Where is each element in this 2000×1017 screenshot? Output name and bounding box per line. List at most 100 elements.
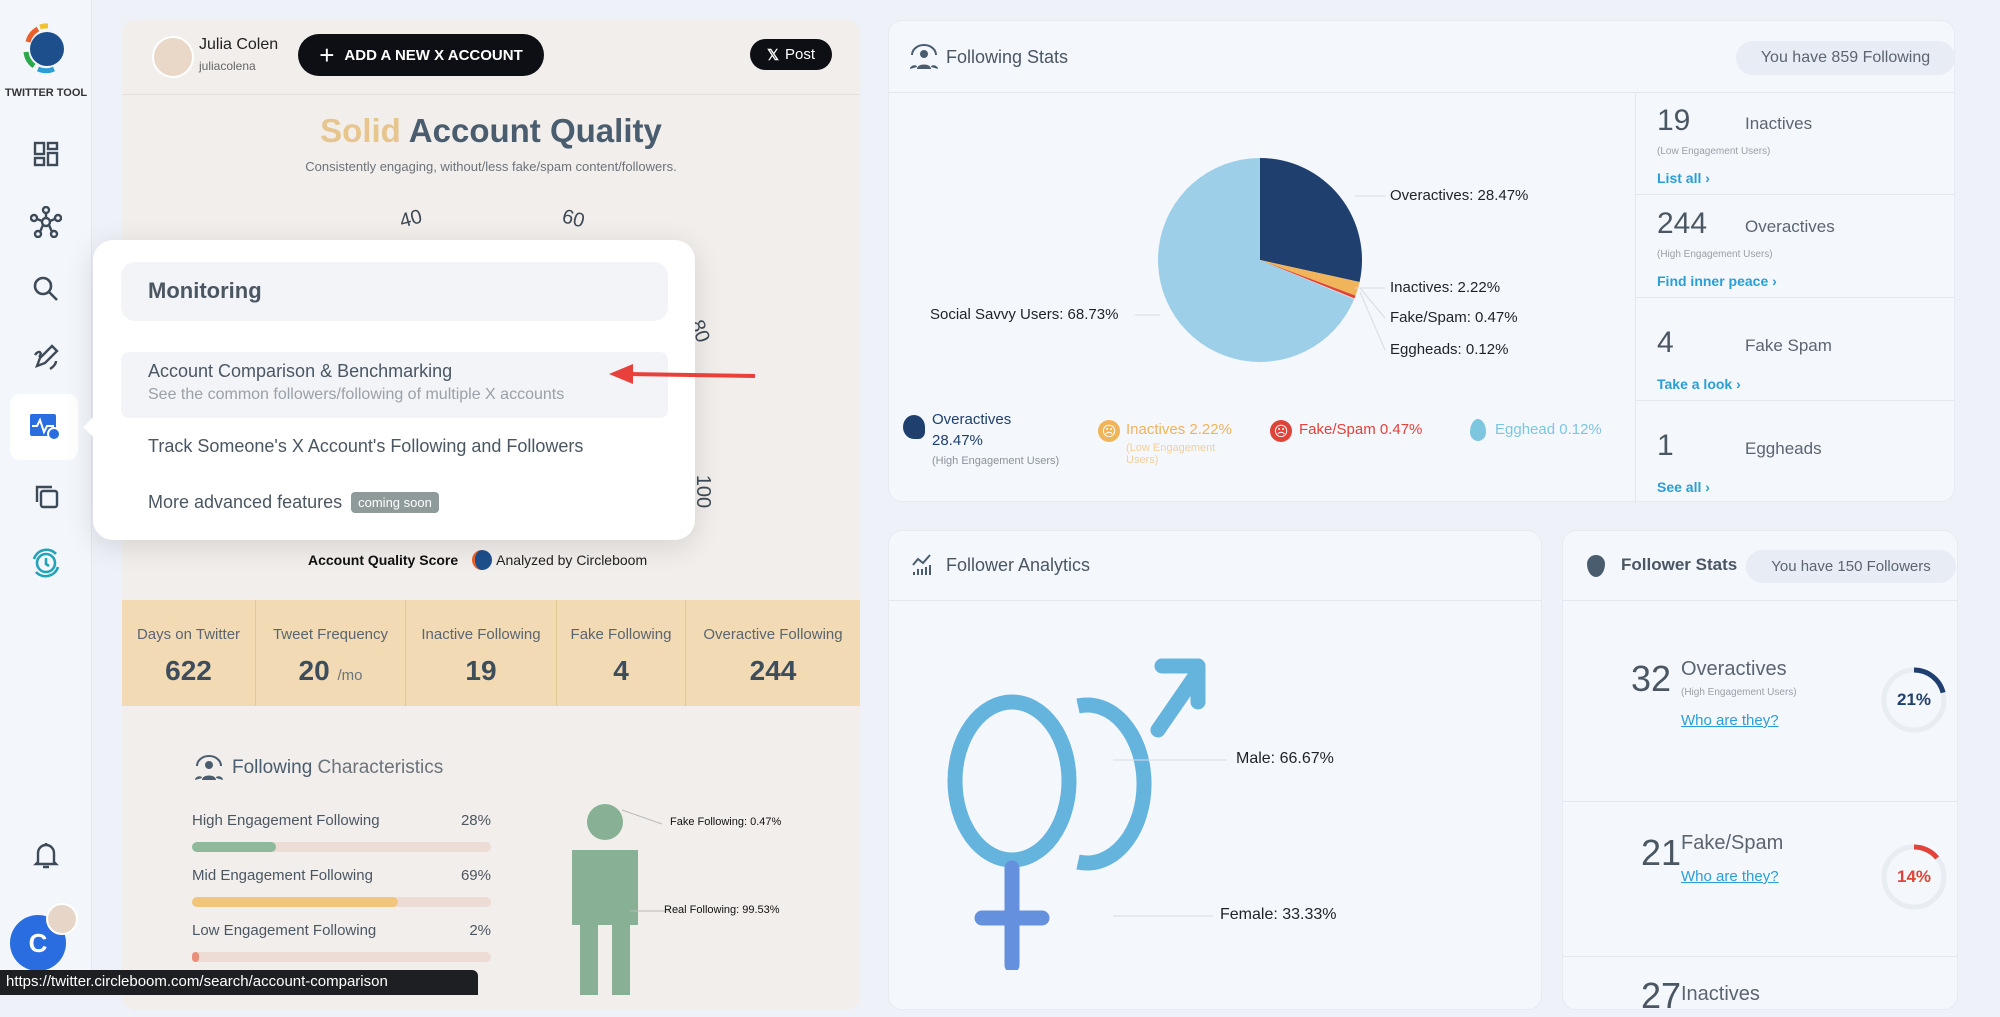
follower-stat-label: Overactives xyxy=(1681,658,1787,680)
following-row-link[interactable]: Take a look › xyxy=(1657,376,1741,392)
following-pie-chart xyxy=(1158,158,1362,362)
percent-ring xyxy=(1881,667,1947,733)
menu-item-advanced[interactable]: More advanced features coming soon xyxy=(148,492,439,513)
follower-stats-card: Follower Stats You have 150 Followers xyxy=(1562,530,1958,1010)
overactives-head-icon xyxy=(903,415,925,439)
pie-slice-social-savvy-users[interactable] xyxy=(1158,158,1355,362)
bar-percent: 69% xyxy=(460,867,491,884)
bar-percent: 28% xyxy=(460,812,491,829)
bar-label: Mid Engagement Following xyxy=(192,867,373,884)
dashboard-icon[interactable] xyxy=(26,134,66,174)
bell-icon[interactable] xyxy=(26,835,66,875)
sidebar-item-monitoring[interactable] xyxy=(10,394,78,460)
monitoring-icon xyxy=(30,414,61,441)
profile-photo xyxy=(46,903,78,935)
menu-heading: Monitoring xyxy=(121,262,668,321)
percent-value: 21% xyxy=(1896,690,1932,709)
stat-tweet-frequency: Tweet Frequency 20 /mo xyxy=(256,600,406,706)
edit-icon[interactable] xyxy=(26,337,66,377)
x-post-button[interactable]: 𝕏 Post xyxy=(750,39,832,70)
menu-item-track-account[interactable]: Track Someone's X Account's Following an… xyxy=(148,436,584,456)
following-stats-card: Following Stats You have 859 Following xyxy=(888,20,1955,503)
sidebar: TWITTER TOOL C xyxy=(0,0,92,995)
following-row: 244 Overactives (High Engagement Users) … xyxy=(1635,195,1955,298)
following-row: 4 Fake Spam Take a look › xyxy=(1635,298,1955,401)
follower-stats-title: Follower Stats xyxy=(1621,555,1738,574)
pie-label-inactives: Inactives: 2.22% xyxy=(1390,279,1501,296)
following-row: 1 Eggheads See all › xyxy=(1657,429,1822,495)
pie-label-eggheads: Eggheads: 0.12% xyxy=(1390,341,1509,358)
account-handle: juliacolena xyxy=(199,59,256,73)
who-are-they-link[interactable]: Who are they? xyxy=(1681,712,1779,729)
bar-track xyxy=(192,897,491,907)
male-label: Male: 66.67% xyxy=(1236,750,1334,767)
bar-percent: 2% xyxy=(469,922,491,939)
status-bar-url: https://twitter.circleboom.com/search/ac… xyxy=(0,970,478,995)
people-icon xyxy=(910,44,938,69)
stat-overactive: Overactive Following 244 xyxy=(703,626,843,686)
follower-analytics-card: Follower Analytics xyxy=(888,530,1542,1010)
male-symbol-ring xyxy=(1076,697,1152,871)
history-icon[interactable] xyxy=(26,543,66,583)
legend-overactives: Overactives 28.47% (High Engagement Users) xyxy=(932,411,1060,467)
circleboom-logo-small xyxy=(472,550,493,570)
pie-leader-lines xyxy=(1135,195,1386,351)
copy-icon[interactable] xyxy=(26,476,66,516)
stat-fake: Fake Following 4 xyxy=(557,600,686,706)
following-stats-title: Following Stats xyxy=(946,47,1069,67)
coming-soon-badge: coming soon xyxy=(351,492,439,513)
bar-label: Low Engagement Following xyxy=(192,922,377,939)
account-avatar[interactable] xyxy=(152,36,194,78)
fake-following-label: Fake Following: 0.47% xyxy=(670,816,782,828)
quality-subtitle: Consistently engaging, without/less fake… xyxy=(305,159,677,174)
circleboom-logo[interactable] xyxy=(20,22,70,74)
plus-icon: + xyxy=(319,39,335,70)
following-row-link[interactable]: Find inner peace › xyxy=(1657,273,1777,289)
legend-inactives: Inactives 2.22% (Low Engagement Users) xyxy=(1126,421,1232,466)
drop-icon xyxy=(1470,419,1486,441)
red-arrow-annotation xyxy=(609,364,756,384)
pie-label-fake-spam: Fake/Spam: 0.47% xyxy=(1390,309,1518,326)
following-row-link[interactable]: List all › xyxy=(1657,170,1710,186)
percent-ring xyxy=(1881,844,1947,910)
follower-stat-number: 32 xyxy=(1631,658,1672,699)
gender-chart xyxy=(947,658,1227,970)
follower-analytics-title: Follower Analytics xyxy=(946,555,1091,575)
angry-face-icon: ☹ xyxy=(1270,420,1292,442)
x-logo-icon: 𝕏 xyxy=(766,46,780,64)
characteristics-title: Following Characteristics xyxy=(192,754,443,782)
pie-slice-eggheads[interactable] xyxy=(1260,260,1355,300)
bar-fill xyxy=(192,842,276,852)
search-icon[interactable] xyxy=(26,269,66,309)
legend-egghead: Egghead 0.12% xyxy=(1495,421,1602,438)
account-name: Julia Colen xyxy=(199,36,279,53)
add-account-button[interactable]: + ADD A NEW X ACCOUNT xyxy=(298,34,544,76)
bar-fill xyxy=(192,897,399,907)
menu-item-account-comparison[interactable]: Account Comparison & Benchmarking See th… xyxy=(121,352,668,418)
real-following-label: Real Following: 99.53% xyxy=(664,904,780,916)
stat-days: Days on Twitter 622 xyxy=(122,600,256,706)
account-header: Julia Colen juliacolena + ADD A NEW X ACC… xyxy=(122,20,860,95)
stat-inactive: Inactive Following 19 xyxy=(406,600,557,706)
female-symbol-ring xyxy=(947,694,1077,868)
pie-slice-overactives[interactable] xyxy=(1260,158,1362,283)
network-icon[interactable] xyxy=(26,202,66,242)
stats-strip xyxy=(122,600,860,706)
people-icon xyxy=(195,755,223,780)
bar-track xyxy=(192,842,491,852)
pie-slice-inactives[interactable] xyxy=(1260,260,1360,296)
bar-track xyxy=(192,952,491,962)
female-label: Female: 33.33% xyxy=(1220,906,1337,923)
pie-label-social-savvy: Social Savvy Users: 68.73% xyxy=(930,306,1119,323)
quality-title: Solid Account Quality xyxy=(320,112,662,149)
person-figure xyxy=(572,804,670,995)
pie-slice-fake-spam[interactable] xyxy=(1260,260,1356,299)
follower-stat-number: 21 xyxy=(1641,832,1682,873)
female-symbol-cross xyxy=(974,860,1050,970)
who-are-they-link[interactable]: Who are they? xyxy=(1681,868,1779,885)
monitoring-menu: Monitoring Account Comparison & Benchmar… xyxy=(83,240,695,540)
legend-fake-spam: Fake/Spam 0.47% xyxy=(1299,421,1423,438)
sad-face-icon: ☹ xyxy=(1098,420,1120,442)
percent-value: 14% xyxy=(1896,867,1932,886)
following-row-link[interactable]: See all › xyxy=(1657,479,1710,495)
